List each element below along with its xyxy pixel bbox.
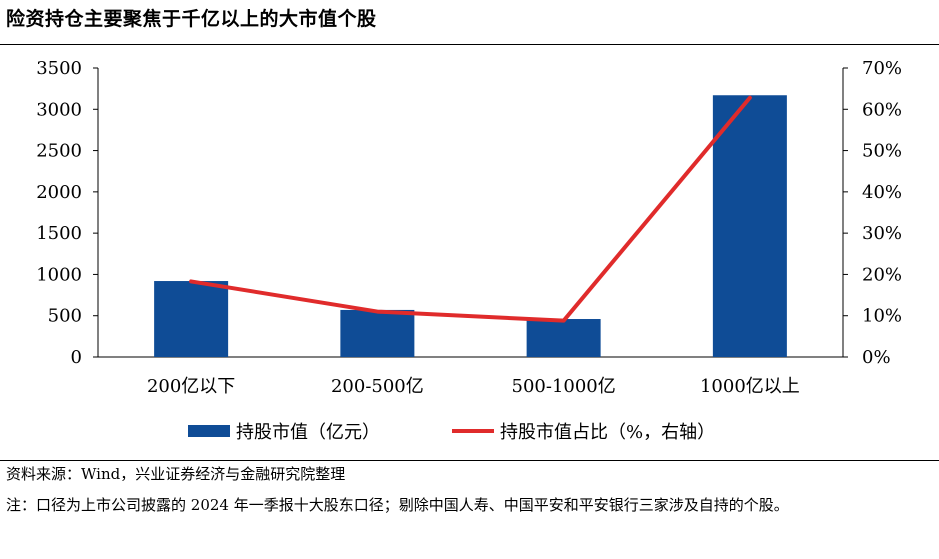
left-tick-label: 1000: [36, 264, 82, 285]
x-tick-label: 1000亿以上: [700, 376, 800, 397]
bar: [712, 95, 787, 358]
left-tick-label: 3500: [36, 58, 82, 79]
right-tick-label: 70%: [862, 58, 902, 79]
line-series-path: [189, 95, 752, 323]
right-axis: 0% 10% 20% 30% 40% 50% 60% 70%: [842, 58, 902, 368]
source-note: 资料来源：Wind，兴业证券经济与金融研究院整理: [6, 465, 346, 483]
right-tick-label: 40%: [862, 182, 902, 203]
bottom-rule: [0, 460, 939, 461]
right-tick-label: 30%: [862, 223, 902, 244]
legend-line-label: 持股市值占比（%，右轴）: [500, 422, 715, 443]
chart-title: 险资持仓主要聚焦于千亿以上的大市值个股: [6, 8, 377, 30]
x-tick-label: 200-500亿: [331, 376, 424, 397]
x-tick-label: 200亿以下: [147, 376, 235, 397]
left-tick-label: 2000: [36, 182, 82, 203]
right-tick-label: 10%: [862, 306, 902, 327]
legend-bar-swatch: [188, 425, 230, 437]
right-tick-label: 50%: [862, 141, 902, 162]
left-tick-label: 0: [71, 347, 82, 368]
footnote: 注：口径为上市公司披露的 2024 年一季报十大股东口径；剔除中国人寿、中国平安…: [6, 496, 789, 514]
right-tick-label: 0%: [862, 347, 891, 368]
legend-bar-label: 持股市值（亿元）: [236, 422, 380, 443]
left-axis: 0 500 1000 1500 2000 2500 3000 3500: [36, 58, 99, 368]
top-rule: [0, 44, 939, 45]
left-tick-label: 500: [48, 306, 82, 327]
right-tick-label: 20%: [862, 264, 902, 285]
right-tick-label: 60%: [862, 99, 902, 120]
left-tick-label: 2500: [36, 141, 82, 162]
x-tick-label: 500-1000亿: [512, 376, 616, 397]
bar: [526, 319, 601, 357]
bar: [154, 281, 229, 357]
left-tick-label: 1500: [36, 223, 82, 244]
combo-chart: 0 500 1000 1500 2000 2500 3000 3500 0% 10% 20% 30%…: [36, 58, 902, 443]
bar: [340, 309, 415, 357]
left-tick-label: 3000: [36, 99, 82, 120]
